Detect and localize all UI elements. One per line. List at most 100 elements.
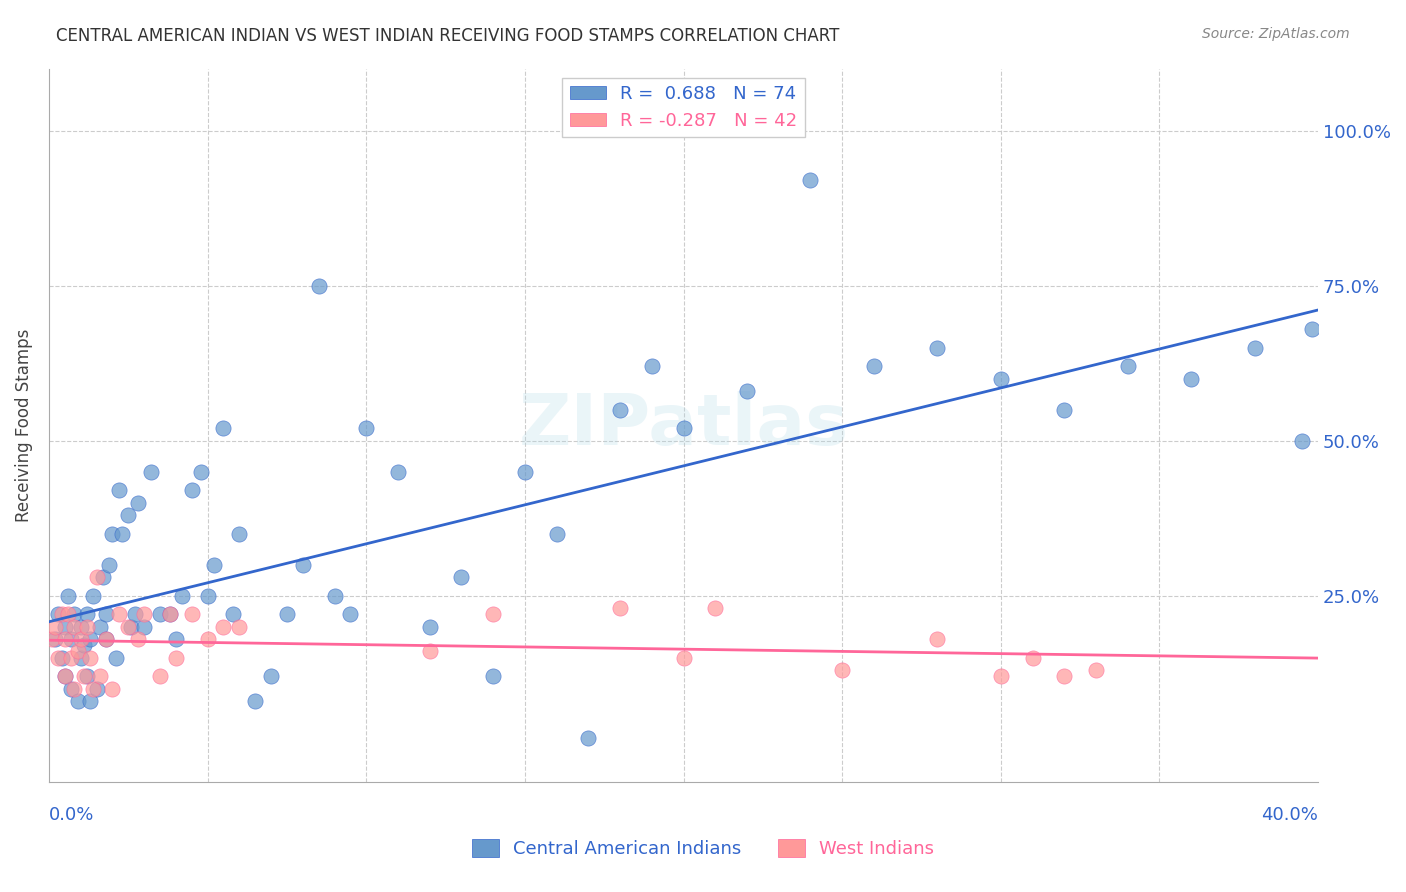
Point (482, 607, 505, 622)
Point (44, 619, 66, 633)
Point (927, 632, 949, 646)
Point (576, 731, 599, 746)
Point (107, 483, 129, 498)
Point (990, 371, 1012, 385)
Point (101, 681, 124, 696)
Point (82, 681, 104, 696)
Point (159, 607, 181, 622)
Point (609, 601, 631, 615)
Point (53, 632, 76, 646)
Point (180, 483, 202, 498)
Point (1243, 341, 1265, 355)
Point (86, 570, 108, 584)
Point (165, 632, 187, 646)
Y-axis label: Receiving Food Stamps: Receiving Food Stamps (15, 328, 32, 522)
Point (48, 650, 70, 665)
Point (1301, 322, 1323, 336)
Point (276, 607, 298, 622)
Point (134, 619, 156, 633)
Point (73, 638, 96, 652)
Point (69, 632, 91, 646)
Point (53, 669, 76, 683)
Point (60, 632, 83, 646)
Point (63, 681, 86, 696)
Point (86, 681, 108, 696)
Text: 0.0%: 0.0% (49, 806, 94, 824)
Point (66, 644, 89, 658)
Point (1021, 650, 1043, 665)
Legend: R =  0.688   N = 74, R = -0.287   N = 42: R = 0.688 N = 74, R = -0.287 N = 42 (562, 78, 804, 137)
Point (339, 607, 361, 622)
Point (51, 650, 73, 665)
Text: 40.0%: 40.0% (1261, 806, 1319, 824)
Text: CENTRAL AMERICAN INDIAN VS WEST INDIAN RECEIVING FOOD STAMPS CORRELATION CHART: CENTRAL AMERICAN INDIAN VS WEST INDIAN R… (56, 27, 839, 45)
Point (149, 669, 172, 683)
Point (172, 589, 194, 603)
Point (127, 632, 149, 646)
Point (450, 570, 472, 584)
Point (212, 619, 235, 633)
Point (76, 619, 98, 633)
Point (419, 619, 441, 633)
Point (91, 570, 114, 584)
Point (419, 644, 441, 658)
Point (672, 650, 695, 665)
Point (990, 669, 1012, 683)
Point (69, 619, 91, 633)
Point (799, 173, 821, 187)
Point (111, 526, 134, 541)
Point (1291, 434, 1313, 448)
Point (98, 558, 121, 572)
Point (56, 607, 79, 622)
Point (245, 694, 267, 708)
Point (48, 607, 70, 622)
Point (641, 359, 664, 373)
Point (76, 669, 98, 683)
Point (735, 384, 758, 398)
Point (41, 632, 63, 646)
Point (139, 465, 162, 479)
Point (121, 619, 143, 633)
Point (863, 359, 886, 373)
Point (149, 607, 172, 622)
Point (291, 558, 314, 572)
Point (831, 663, 853, 677)
Point (202, 558, 225, 572)
Point (356, 421, 378, 435)
Point (308, 278, 330, 293)
Point (260, 669, 283, 683)
Point (73, 669, 96, 683)
Point (1053, 669, 1076, 683)
Point (94, 607, 117, 622)
Point (546, 526, 568, 541)
Point (79, 650, 101, 665)
Point (387, 465, 409, 479)
Point (107, 607, 129, 622)
Point (53, 669, 76, 683)
Point (60, 681, 83, 696)
Point (51, 607, 73, 622)
Point (212, 421, 235, 435)
Point (104, 650, 127, 665)
Point (482, 669, 505, 683)
Point (89, 669, 111, 683)
Point (79, 632, 101, 646)
Point (159, 607, 181, 622)
Point (513, 465, 536, 479)
Point (124, 607, 146, 622)
Point (323, 589, 346, 603)
Point (180, 607, 202, 622)
Point (82, 589, 104, 603)
Point (56, 589, 79, 603)
Point (704, 601, 727, 615)
Point (222, 607, 245, 622)
Point (197, 632, 219, 646)
Point (63, 619, 86, 633)
Point (228, 619, 250, 633)
Point (117, 508, 139, 522)
Point (127, 495, 149, 509)
Text: Source: ZipAtlas.com: Source: ZipAtlas.com (1202, 27, 1350, 41)
Point (134, 607, 156, 622)
Point (672, 421, 695, 435)
Point (1053, 402, 1076, 417)
